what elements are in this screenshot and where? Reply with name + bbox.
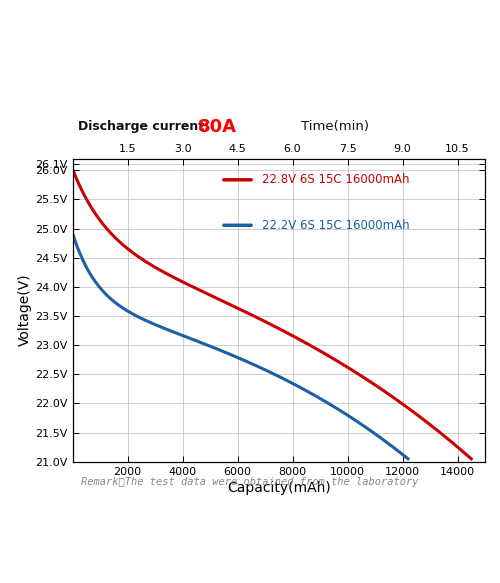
Y-axis label: Voltage(V): Voltage(V) — [18, 274, 32, 346]
Text: 80A: 80A — [198, 118, 236, 135]
Text: The 22.8V high-voltage battery has obvious advantages.: The 22.8V high-voltage battery has obvio… — [12, 556, 368, 569]
Text: 22.8V 6S 15C 16000mAh: 22.8V 6S 15C 16000mAh — [262, 173, 410, 187]
Text: Remark：The test data were obtained from the laboratory: Remark：The test data were obtained from … — [81, 477, 419, 487]
Text: Discharge current:: Discharge current: — [78, 120, 208, 133]
Text: The discharge time of 22.8V LI-HV battery is 2-3min longer.: The discharge time of 22.8V LI-HV batter… — [12, 532, 385, 545]
Text: Time(min): Time(min) — [301, 120, 369, 133]
X-axis label: Capacity(mAh): Capacity(mAh) — [227, 481, 330, 495]
Text: Test result:: Test result: — [12, 507, 81, 521]
Text: 22.2V 6S 15C 16000mAh: 22.2V 6S 15C 16000mAh — [262, 219, 410, 232]
Text: high-voltage battery and ordinary battery: high-voltage battery and ordinary batter… — [27, 55, 473, 75]
Text: The discharge test comparison table of: The discharge test comparison table of — [42, 25, 458, 44]
